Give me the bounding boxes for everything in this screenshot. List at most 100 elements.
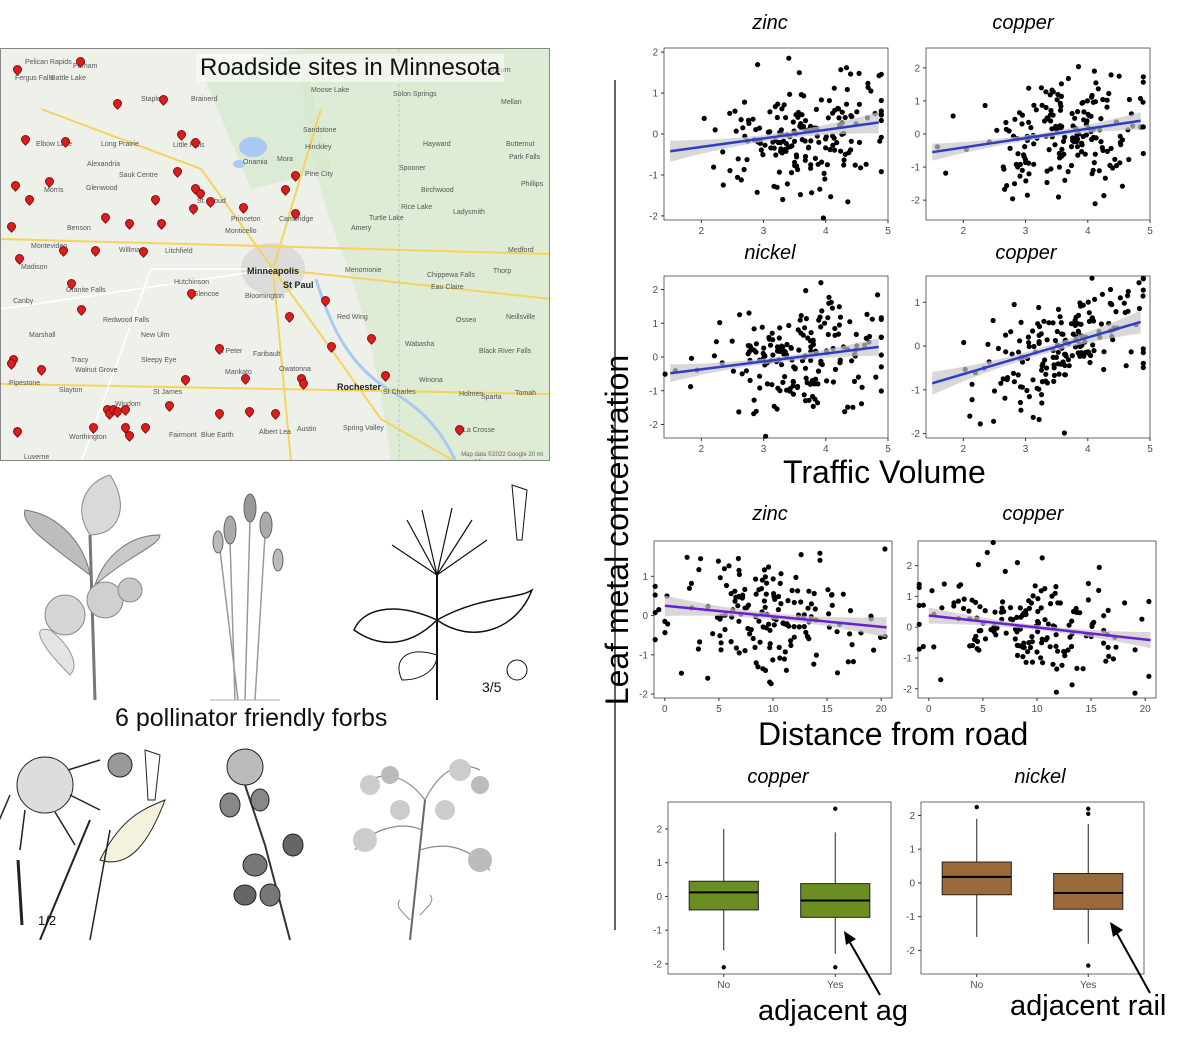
data-point (1093, 80, 1099, 86)
data-point (727, 168, 733, 174)
data-point (1014, 652, 1021, 658)
data-point (713, 339, 719, 345)
data-point (770, 657, 776, 663)
data-point (1003, 349, 1009, 355)
data-point (1055, 648, 1061, 654)
data-point (775, 385, 781, 391)
fit-line (928, 614, 1151, 642)
data-point (961, 339, 967, 346)
data-point (747, 377, 753, 383)
data-point (1140, 150, 1146, 157)
data-point (1101, 640, 1107, 646)
adjacent-rail-arrow (1110, 922, 1151, 994)
data-point (1068, 144, 1075, 150)
map-city-label: Austin (297, 426, 317, 433)
data-point (858, 165, 864, 171)
data-point (829, 592, 835, 598)
data-point (1045, 621, 1051, 627)
y-tick-label: -1 (911, 163, 920, 174)
data-point (712, 127, 718, 133)
data-point (1023, 159, 1029, 166)
data-point (762, 352, 768, 359)
data-point (751, 411, 757, 417)
coneflower-drawing-icon: 1/2 (0, 749, 166, 940)
data-point (878, 111, 884, 117)
map-city-label: Canby (13, 298, 34, 305)
data-point (1098, 139, 1104, 145)
data-point (1022, 611, 1029, 618)
data-point (774, 184, 780, 190)
data-point (801, 93, 807, 99)
map-city-label: Faribault (253, 351, 281, 358)
data-point (970, 642, 976, 649)
data-point (849, 358, 855, 364)
map-city-label: Wabasha (405, 341, 435, 348)
data-point (817, 314, 823, 320)
data-point (1017, 173, 1023, 179)
map-city-label: Onamia (243, 159, 268, 166)
data-point (992, 609, 998, 615)
data-point (1074, 144, 1081, 150)
data-point (1075, 109, 1081, 115)
y-tick-label: -2 (649, 420, 658, 431)
data-point (1065, 169, 1071, 175)
data-point (1090, 342, 1096, 348)
data-point (1098, 116, 1104, 122)
data-point (1140, 350, 1146, 356)
data-point (1081, 109, 1087, 115)
data-point (1140, 346, 1146, 352)
x-tick-label: 3 (1023, 226, 1029, 237)
data-point (1084, 349, 1090, 355)
map-city-label: Sparta (481, 394, 502, 401)
data-point (788, 345, 794, 351)
data-point (990, 539, 996, 546)
map-city-label: Sleepy Eye (141, 357, 177, 364)
data-point (826, 98, 832, 104)
data-point (837, 314, 844, 320)
data-point (730, 368, 736, 374)
data-point (802, 365, 809, 371)
data-point (811, 661, 817, 667)
data-point (1030, 377, 1036, 383)
data-point (1031, 141, 1037, 147)
data-point (1036, 339, 1042, 345)
data-point (1007, 145, 1013, 151)
data-point (1079, 100, 1085, 106)
data-point (1027, 644, 1034, 651)
data-point (1069, 618, 1075, 624)
data-point (1084, 118, 1090, 124)
data-point (744, 604, 750, 611)
data-point (1051, 378, 1057, 384)
data-point (770, 576, 776, 582)
data-point (868, 88, 874, 94)
data-point (1054, 97, 1060, 103)
data-point (1092, 296, 1098, 302)
data-point (1086, 113, 1092, 119)
data-point (782, 349, 788, 355)
data-point (747, 631, 753, 637)
x-tick-label: 5 (885, 226, 891, 237)
roadside-sites-map[interactable]: Pelican Rapids Perham Fergus Falls Battle L… (0, 48, 550, 461)
data-point (789, 587, 795, 594)
data-point (1047, 601, 1054, 607)
data-point (1019, 121, 1025, 127)
data-point (757, 373, 763, 379)
map-city-label: Solon Springs (393, 91, 437, 98)
y-tick-label: -2 (903, 684, 912, 695)
data-point (1110, 337, 1116, 343)
y-tick-label: -1 (649, 386, 658, 397)
x-tick-label: No (970, 980, 983, 991)
forb-fraction-1: 3/5 (482, 679, 502, 695)
map-city-label: Owatonna (279, 366, 311, 373)
data-point (781, 656, 787, 662)
data-point (736, 571, 742, 578)
data-point (1046, 320, 1052, 326)
data-point (736, 650, 742, 656)
x-tick-label: 3 (1023, 444, 1029, 455)
data-point (771, 622, 777, 628)
panel-title-copper-2: copper (995, 242, 1057, 264)
fit-line (664, 604, 887, 629)
data-point (790, 379, 796, 385)
